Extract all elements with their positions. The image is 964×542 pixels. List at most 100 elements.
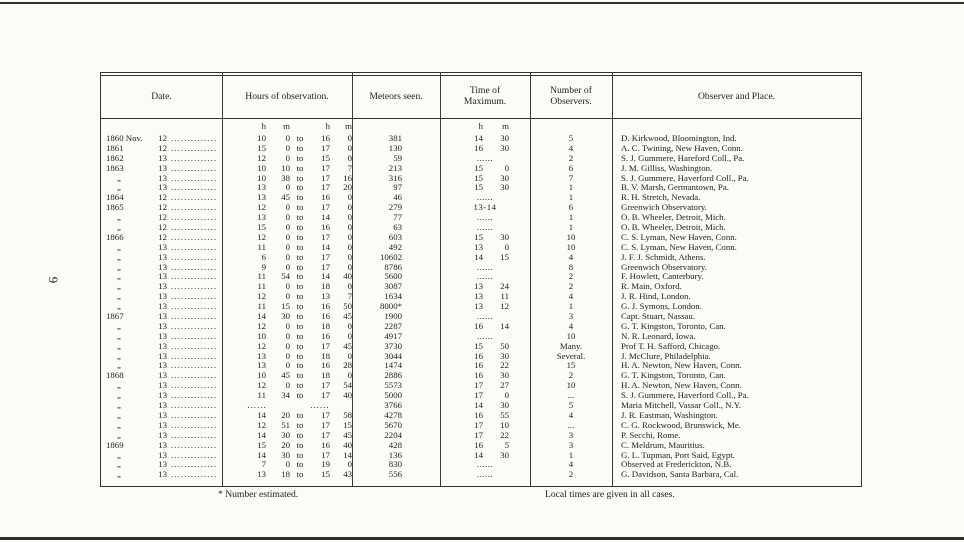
date-day: 13 [158,361,167,371]
date-day: 13 [158,351,167,361]
hours-end-m: 0 [347,351,352,361]
table-header-row: Date. Hours of observation. Meteors seen… [101,73,861,119]
date-day: 13 [158,321,167,331]
date-day: 13 [158,420,167,430]
unit-h: h [478,121,483,131]
hours-end-m: 7 [347,163,352,173]
header-time-line2: Maximum. [463,96,507,107]
unit-h: h [261,121,266,131]
dot-leader: .............. [171,153,218,163]
hours-end-h: 16 [321,223,330,233]
hours-start-m: 0 [285,282,290,292]
hours-end-m: 58 [343,410,352,420]
hours-start-m: 38 [281,173,290,183]
hours-to-label: to [296,232,304,242]
number-of-observers-cell: 1 [568,223,574,233]
max-text: 13-14 [473,203,497,213]
hours-end-h: 17 [321,173,330,183]
max-h: 13 [474,302,483,312]
observer-and-place-cell: C. Meldrum, Mauritius. [621,440,705,450]
hours-cell: 13 0 to 17 20 [222,183,352,193]
time-of-maximum-cell: 14 15 [440,253,530,263]
date-day: 13 [158,371,167,381]
hours-start-m: 0 [285,153,290,163]
hours-end-m: 0 [347,134,352,143]
date-cell: „ 13.............. [101,322,222,332]
time-of-maximum-cell: ...... [440,263,530,273]
hours-end-h: 14 [321,213,330,223]
max-m: 30 [500,183,509,193]
date-year: „ [117,450,121,460]
time-of-maximum-cell: 16 30 [440,144,530,154]
hours-cell: 12 0 to 17 45 [222,342,352,352]
subheader-date-empty [101,119,222,134]
hours-start-m: 18 [281,470,290,480]
dot-leader: .............. [171,401,218,411]
date-year: 1860 Nov. [106,134,143,143]
date-cell: „ 13.............. [101,470,222,480]
observer-and-place-cell: F. Howlett, Canterbury. [621,272,704,282]
meteors-seen-cell: 4917 [384,331,402,341]
hours-end-h: 17 [321,252,330,262]
hours-cell: 10 0 to 16 0 [222,332,352,342]
number-of-observers-cell: 2 [568,371,574,381]
hours-end-m: 28 [343,361,352,371]
date-year: 1865 [106,203,124,213]
hours-to-label: to [296,381,304,391]
date-day: 13 [158,440,167,450]
max-h: 13 [474,282,483,292]
date-cell: „ 13.............. [101,421,222,431]
hours-to-label: to [296,450,304,460]
hours-start-m: 30 [281,312,290,322]
date-day: 12 [158,203,167,213]
meteors-seen-cell: 830 [388,460,402,470]
max-m: 15 [500,252,509,262]
header-observer-and-place: Observer and Place. [612,73,861,118]
max-h: 16 [474,361,483,371]
time-of-maximum-cell: 16 55 [440,411,530,421]
observer-and-place-cell: S. J. Gummere, Haverford Coll., Pa. [621,173,749,183]
hours-end-m: 0 [347,331,352,341]
max-m: 14 [500,321,509,331]
dot-leader: .............. [171,213,218,223]
max-m: 10 [500,420,509,430]
hours-start-h: 7 [261,460,266,470]
header-meteors: Meteors seen. [352,73,440,118]
hours-end-m: 16 [343,173,352,183]
hours-end-m: 7 [347,292,352,302]
date-year: „ [117,420,121,430]
time-of-maximum-cell: 13 24 [440,282,530,292]
hours-cell: 11 15 to 16 50 [222,302,352,312]
max-m: 30 [500,450,509,460]
time-of-maximum-cell: ...... [440,272,530,282]
hours-to-label: to [296,173,304,183]
time-of-maximum-cell: 17 22 [440,431,530,441]
hours-cell: 10 38 to 17 16 [222,174,352,184]
number-of-observers-cell: 4 [568,460,574,470]
hours-start-h: 9 [261,262,266,272]
hours-start-h: 11 [257,242,266,252]
time-of-maximum-cell: 17 10 [440,421,530,431]
date-day: 13 [158,381,167,391]
hours-start-h: 12 [257,203,266,213]
hours-start-m: 30 [281,450,290,460]
hours-cell: 15 0 to 16 0 [222,223,352,233]
hours-to-label: to [296,430,304,440]
max-text: ...... [476,153,494,163]
date-cell: 1860 Nov. 12.............. [101,134,222,144]
hours-end-h: 18 [321,321,330,331]
date-year: „ [117,361,121,371]
time-of-maximum-cell: ...... [440,460,530,470]
observer-and-place-cell: D. Kirkwood, Bloomington, Ind. [621,134,737,143]
date-cell: 1865 12.............. [101,203,222,213]
hours-to-label: to [296,460,304,470]
max-text: ...... [476,331,494,341]
dot-leader: .............. [171,391,218,401]
time-of-maximum-cell: 15 0 [440,164,530,174]
footnote-local-times: Local times are given in all cases. [545,489,675,500]
hours-end-m: 43 [343,470,352,480]
meteors-seen-cell: 428 [388,440,402,450]
hours-cell: 14 30 to 16 45 [222,312,352,322]
number-of-observers-cell: 10 [566,242,576,252]
date-cell: „ 13.............. [101,411,222,421]
